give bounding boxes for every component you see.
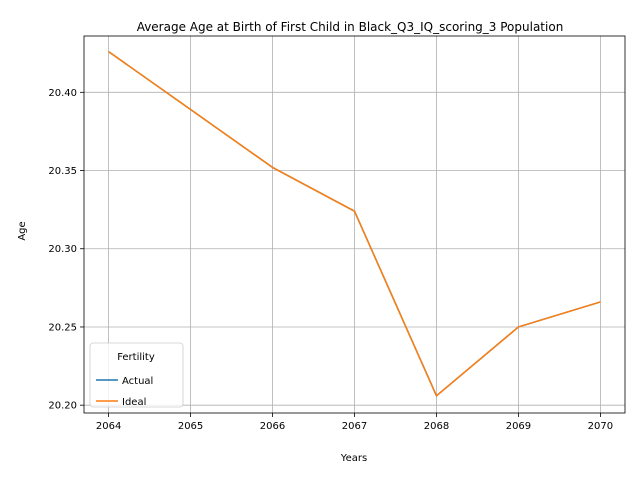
legend-box: [89, 342, 184, 408]
x-tick-label: 2065: [178, 421, 203, 432]
x-tick-label: 2068: [424, 421, 449, 432]
y-tick-label: 20.35: [48, 166, 77, 177]
series-line-ideal: [108, 51, 601, 397]
y-tick-label: 20.25: [48, 322, 77, 333]
series-lines: [108, 51, 601, 397]
grid-lines: [84, 36, 625, 413]
legend-label-actual: Actual: [122, 376, 153, 387]
x-axis-label: Years: [340, 453, 367, 464]
x-tick-label: 2064: [96, 421, 121, 432]
legend-label-ideal: Ideal: [122, 397, 146, 408]
y-tick-label: 20.30: [48, 244, 77, 255]
x-tick-label: 2066: [260, 421, 285, 432]
y-axis-ticks: 20.20 20.25 20.30 20.35 20.40: [48, 88, 84, 412]
x-axis-ticks: 2064 2065 2066 2067 2068 2069 2070: [96, 413, 613, 432]
y-tick-label: 20.20: [48, 401, 77, 412]
x-tick-label: 2069: [506, 421, 531, 432]
y-tick-label: 20.40: [48, 88, 77, 99]
x-tick-label: 2067: [342, 421, 367, 432]
legend-title: Fertility: [117, 352, 155, 363]
y-axis-label: Age: [17, 221, 28, 240]
chart-title: Average Age at Birth of First Child in B…: [137, 20, 564, 34]
x-tick-label: 2070: [588, 421, 613, 432]
legend: Fertility Actual Ideal: [89, 342, 184, 408]
